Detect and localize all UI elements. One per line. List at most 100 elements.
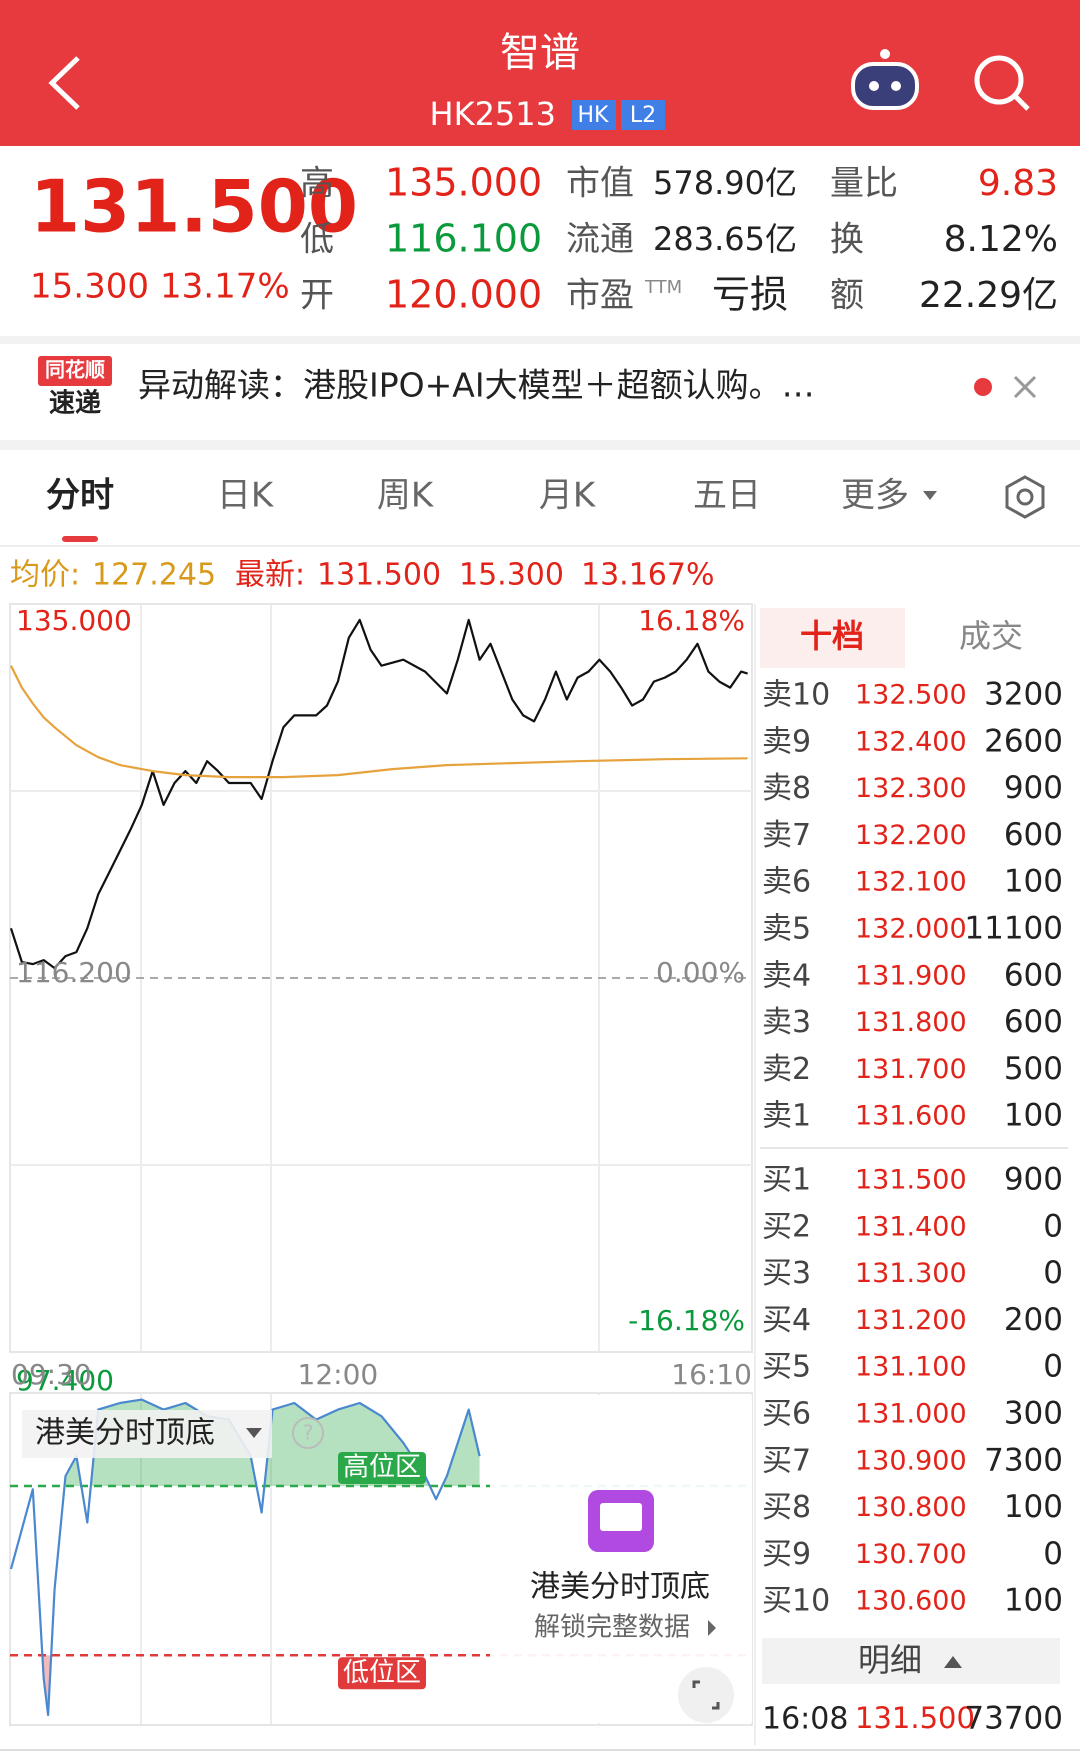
stat-value: 578.90亿 <box>653 164 797 202</box>
zone-badge <box>338 1657 426 1690</box>
indicator-title[interactable]: 港美分时顶底 <box>35 1416 215 1451</box>
y-tick-label: 135.000 <box>16 604 132 637</box>
period-tab[interactable]: 月K <box>539 476 597 516</box>
book-volume: 100 <box>1004 1098 1063 1134</box>
book-volume: 0 <box>1043 1536 1063 1572</box>
market-badge-label: HK <box>578 103 610 128</box>
stat-value: 116.100 <box>385 217 542 261</box>
book-volume: 3200 <box>984 677 1063 713</box>
book-price: 131.100 <box>855 1352 967 1383</box>
x-tick-label: 16:10 <box>671 1358 752 1391</box>
stat-value: 283.65亿 <box>653 220 797 258</box>
book-level: 卖3 <box>762 1005 811 1040</box>
book-level: 买10 <box>762 1584 830 1619</box>
lock-title: 港美分时顶底 <box>530 1570 710 1605</box>
stat-label: 量比 <box>830 164 898 204</box>
period-tab[interactable]: 五日 <box>693 476 761 516</box>
stat-value: 8.12% <box>944 219 1058 260</box>
market-badge <box>621 100 665 130</box>
zone-label: 低位区 <box>343 1658 421 1688</box>
book-level: 卖9 <box>762 724 811 759</box>
book-price: 131.900 <box>855 960 967 991</box>
book-volume: 0 <box>1043 1349 1063 1385</box>
unread-dot <box>974 378 992 396</box>
book-level: 卖6 <box>762 865 811 900</box>
book-level: 买7 <box>762 1443 811 1478</box>
back-button[interactable] <box>48 56 80 110</box>
book-price: 131.400 <box>855 1211 967 1242</box>
news-logo-text: 速递 <box>49 388 101 419</box>
stat-value: 135.000 <box>385 161 542 205</box>
x-tick-label: 09:30 <box>11 1358 92 1391</box>
assistant-icon[interactable] <box>851 49 919 110</box>
book-level: 卖10 <box>762 678 830 713</box>
book-volume: 0 <box>1043 1208 1063 1244</box>
divider <box>0 336 1080 344</box>
y2-tick-label: -16.18% <box>628 1304 745 1337</box>
news-headline[interactable]: 异动解读：港股IPO+AI大模型＋超额认购。… <box>138 366 815 405</box>
book-price: 132.200 <box>855 820 967 851</box>
book-volume: 600 <box>1004 957 1063 993</box>
book-level: 买8 <box>762 1490 811 1525</box>
price-line <box>9 618 748 970</box>
stat-value: 22.29亿 <box>919 275 1058 316</box>
detail-button[interactable] <box>762 1638 1060 1684</box>
overlay-layer <box>22 1395 752 1723</box>
stat-label: 市值 <box>566 164 634 204</box>
price-change: 15.300 <box>30 267 149 307</box>
stat-superscript: TTM <box>644 277 682 298</box>
close-button[interactable] <box>1013 375 1037 399</box>
y2-tick-label: 0.00% <box>656 956 745 989</box>
stat-value: 120.000 <box>385 273 542 317</box>
lock-action[interactable]: 解锁完整数据 <box>534 1613 690 1643</box>
book-level: 卖5 <box>762 912 811 947</box>
avg-value: 127.245 <box>92 558 216 593</box>
period-tab[interactable]: 更多 <box>841 476 909 516</box>
unlock-arrow[interactable] <box>708 1620 716 1636</box>
settings-button[interactable] <box>1005 475 1045 519</box>
book-volume: 600 <box>1004 817 1063 853</box>
search-button[interactable] <box>974 55 1030 111</box>
book-level: 卖2 <box>762 1052 811 1087</box>
book-tab[interactable]: 成交 <box>959 617 1023 655</box>
stat-label: 开 <box>300 276 334 316</box>
avg-label: 均价: <box>10 558 80 593</box>
book-level: 买4 <box>762 1303 811 1338</box>
book-volume: 300 <box>1004 1396 1063 1432</box>
indicator-title-box[interactable] <box>22 1410 272 1458</box>
latest-change: 15.300 <box>459 558 564 593</box>
book-volume: 900 <box>1004 1162 1063 1198</box>
book-price: 132.300 <box>855 773 967 804</box>
stat-label: 市盈 <box>566 276 634 316</box>
period-tab[interactable]: 周K <box>377 476 435 516</box>
help-icon[interactable] <box>292 1417 324 1449</box>
stat-label: 额 <box>830 276 864 316</box>
book-level: 卖4 <box>762 958 811 993</box>
period-tab[interactable]: 分时 <box>46 476 114 516</box>
period-tab[interactable]: 日K <box>217 476 275 516</box>
book-volume: 100 <box>1004 1583 1063 1619</box>
stat-label: 换 <box>830 220 864 260</box>
book-price: 131.800 <box>855 1007 967 1038</box>
active-tab-bg <box>760 608 905 668</box>
stat-label: 高 <box>300 164 334 204</box>
price-line <box>10 665 748 779</box>
book-tab[interactable]: 十档 <box>800 617 864 655</box>
book-price: 130.700 <box>855 1539 967 1570</box>
divider <box>0 440 1080 450</box>
trade-volume: 73700 <box>964 1701 1063 1737</box>
book-level: 买9 <box>762 1537 811 1572</box>
expand-button[interactable] <box>678 1667 734 1723</box>
book-price: 131.700 <box>855 1054 967 1085</box>
detail-label[interactable]: 明细 <box>858 1641 922 1679</box>
book-price: 131.200 <box>855 1305 967 1336</box>
book-price: 131.000 <box>855 1399 967 1430</box>
book-price: 131.600 <box>855 1101 967 1132</box>
book-level: 买1 <box>762 1163 811 1198</box>
book-level: 买6 <box>762 1397 811 1432</box>
x-tick-label: 12:00 <box>298 1358 379 1391</box>
book-volume: 100 <box>1004 1489 1063 1525</box>
book-level: 卖1 <box>762 1099 811 1134</box>
trade-time: 16:08 <box>762 1702 848 1737</box>
